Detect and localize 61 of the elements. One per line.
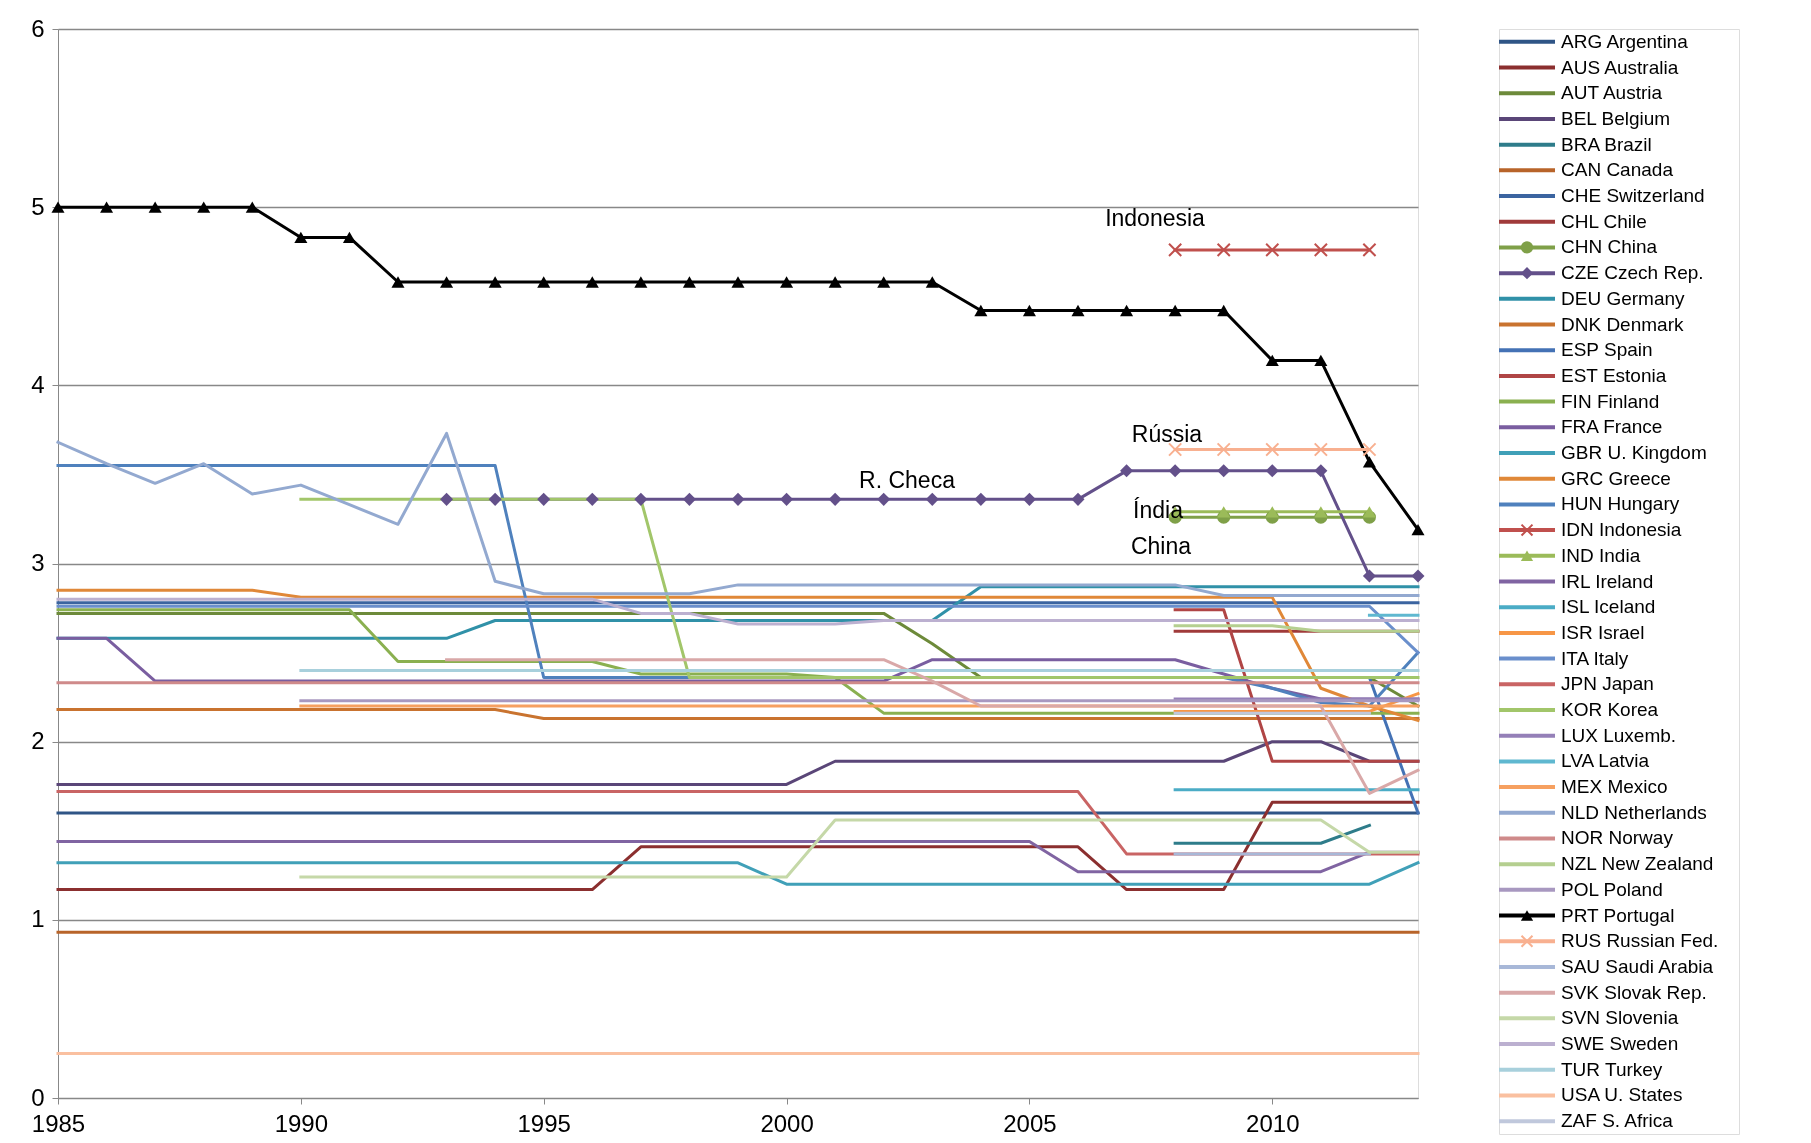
legend-label: MEX Mexico — [1561, 776, 1668, 798]
legend-label: RUS Russian Fed. — [1561, 930, 1719, 952]
x-tick-label: 1985 — [31, 1109, 86, 1137]
legend-label: FIN Finland — [1561, 390, 1660, 412]
legend-label: NOR Norway — [1561, 827, 1674, 849]
legend-label: CHN China — [1561, 236, 1658, 258]
legend-label: USA U. States — [1561, 1084, 1683, 1106]
x-tick-label: 2005 — [1003, 1109, 1057, 1137]
legend-label: NZL New Zealand — [1561, 853, 1714, 875]
legend-label: HUN Hungary — [1561, 493, 1680, 515]
legend-label: CHL Chile — [1561, 210, 1647, 232]
legend-label: DNK Denmark — [1561, 313, 1684, 335]
legend-label: IND India — [1561, 544, 1641, 566]
legend-label: ESP Spain — [1561, 339, 1653, 361]
legend-label: BRA Brazil — [1561, 133, 1652, 155]
annotation: Índia — [1133, 497, 1184, 523]
legend-label: SWE Sweden — [1561, 1033, 1679, 1055]
legend-label: BEL Belgium — [1561, 107, 1671, 129]
legend-label: JPN Japan — [1561, 673, 1654, 695]
legend-label: CAN Canada — [1561, 159, 1674, 181]
legend-label: ARG Argentina — [1561, 30, 1689, 52]
legend-label: SVK Slovak Rep. — [1561, 981, 1707, 1003]
legend-label: ISR Israel — [1561, 621, 1645, 643]
y-tick-label: 2 — [31, 727, 45, 755]
legend-label: CHE Switzerland — [1561, 185, 1705, 207]
legend-label: ISL Iceland — [1561, 596, 1656, 618]
legend-label: POL Poland — [1561, 878, 1663, 900]
legend-label: GRC Greece — [1561, 467, 1671, 489]
legend-label: ITA Italy — [1561, 647, 1629, 669]
legend-label: EST Estonia — [1561, 364, 1667, 386]
legend-label: DEU Germany — [1561, 287, 1686, 309]
y-tick-label: 0 — [31, 1083, 45, 1111]
annotation: Rússia — [1131, 421, 1203, 447]
legend-label: LUX Luxemb. — [1561, 724, 1677, 746]
y-tick-label: 5 — [31, 192, 45, 220]
legend-label: GBR U. Kingdom — [1561, 442, 1707, 464]
legend-label: CZE Czech Rep. — [1561, 262, 1704, 284]
legend-label: FRA France — [1561, 416, 1663, 438]
y-tick-label: 6 — [31, 14, 45, 42]
legend-label: AUT Austria — [1561, 82, 1663, 104]
legend-label: IRL Ireland — [1561, 570, 1654, 592]
y-tick-label: 4 — [31, 370, 45, 398]
legend-label: ZAF S. Africa — [1561, 1110, 1674, 1132]
legend-label: AUS Australia — [1561, 56, 1679, 78]
x-tick-label: 1990 — [274, 1109, 329, 1137]
annotation: China — [1130, 533, 1192, 559]
x-tick-label: 1995 — [517, 1109, 571, 1137]
y-tick-label: 1 — [31, 905, 45, 933]
annotation: R. Checa — [859, 467, 956, 493]
legend-label: SAU Saudi Arabia — [1561, 955, 1714, 977]
legend-label: SVN Slovenia — [1561, 1007, 1679, 1029]
x-tick-label: 2000 — [760, 1109, 814, 1137]
y-tick-label: 3 — [31, 549, 45, 576]
legend-label: IDN Indonesia — [1561, 519, 1682, 541]
x-tick-label: 2010 — [1246, 1109, 1300, 1137]
legend-label: LVA Latvia — [1561, 750, 1650, 772]
legend-label: TUR Turkey — [1561, 1058, 1663, 1080]
legend-label: PRT Portugal — [1561, 904, 1675, 926]
annotation: Indonesia — [1105, 205, 1206, 231]
legend-label: KOR Korea — [1561, 698, 1659, 720]
legend-label: NLD Netherlands — [1561, 801, 1707, 823]
